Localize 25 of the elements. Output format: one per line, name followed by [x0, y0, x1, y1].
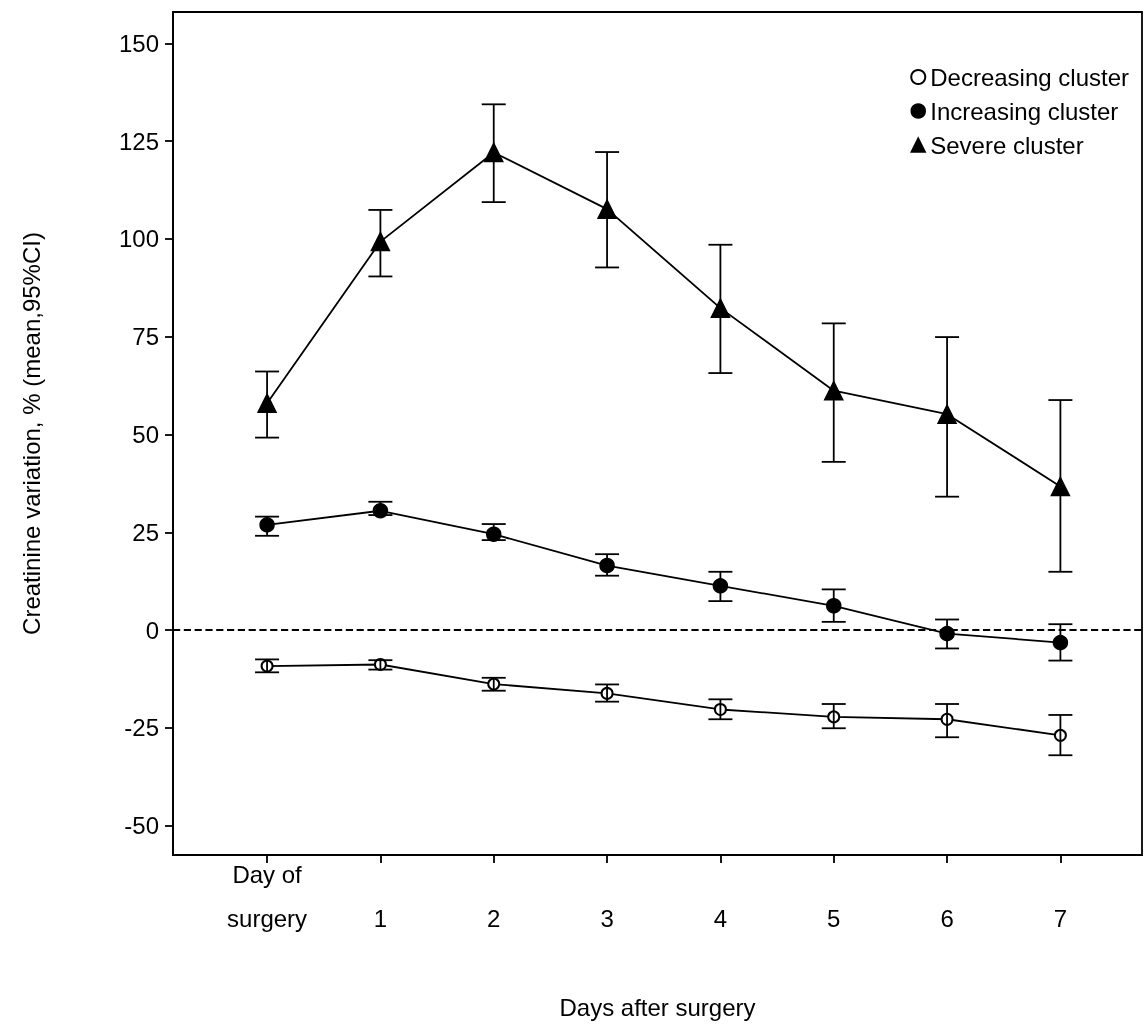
y-tick-label: -50 [124, 812, 159, 840]
y-tick-label: 25 [132, 518, 159, 546]
x-tick-label: Day of surgery [227, 860, 308, 932]
x-tick-label: 2 [487, 904, 501, 932]
x-tick-label: 1 [373, 904, 388, 932]
legend-label: Increasing cluster [930, 97, 1119, 125]
x-tick-label: 5 [827, 904, 841, 932]
y-tick-label: -25 [124, 714, 159, 742]
point [712, 578, 729, 594]
point [1052, 634, 1069, 651]
y-tick-label: 50 [132, 420, 159, 448]
y-tick-label: 0 [145, 616, 159, 644]
y-tick-label: 75 [132, 323, 159, 351]
x-axis-title: Days after surgery [559, 993, 756, 1021]
y-tick-label: 150 [118, 29, 159, 57]
y-tick-label: 125 [118, 127, 159, 155]
legend-label: Decreasing cluster [930, 63, 1130, 91]
x-tick-label: 6 [940, 904, 954, 932]
point [710, 298, 731, 318]
legend-label: Severe cluster [930, 131, 1084, 159]
y-axis-title: Creatinine variation, % (mean,95%CI) [17, 232, 45, 635]
y-tick-label: 100 [118, 225, 159, 253]
x-tick-label: 7 [1053, 904, 1068, 932]
x-tick-label: 4 [713, 904, 728, 932]
x-tick-label: 3 [600, 904, 614, 932]
